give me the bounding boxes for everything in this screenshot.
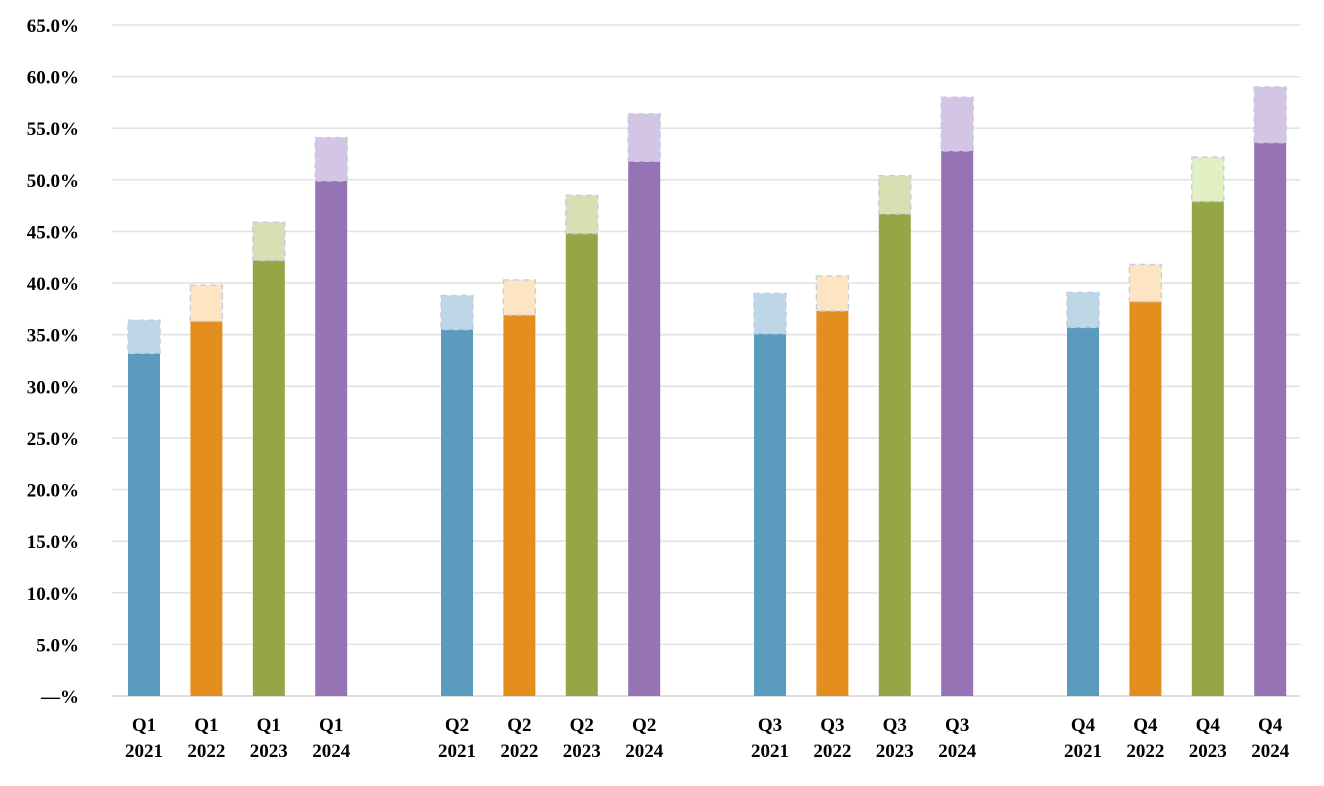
y-tick-label: 10.0%: [27, 584, 79, 605]
y-tick-label: 25.0%: [27, 429, 79, 450]
bar-q3-2022: [816, 310, 849, 696]
bar-q2-2022: [503, 315, 536, 696]
x-label-quarter: Q4: [1258, 715, 1283, 736]
x-label-quarter: Q3: [820, 715, 844, 736]
bar-extension-q4-2024: [1253, 86, 1287, 144]
x-label-quarter: Q4: [1133, 715, 1158, 736]
bar-q4-2023: [1191, 201, 1224, 697]
bar-q2-2023: [565, 233, 598, 696]
y-tick-label: 15.0%: [27, 532, 79, 553]
bar-q4-2022: [1129, 301, 1162, 696]
bar-extension-q2-2022: [502, 279, 537, 316]
bar-q1-2024: [315, 180, 348, 696]
bar-extension-q4-2021: [1066, 291, 1100, 329]
bar-q1-2022: [190, 321, 223, 696]
bar-q4-2024: [1254, 142, 1287, 696]
bar-extension-q2-2023: [565, 194, 599, 235]
bar-q4-2021: [1067, 327, 1099, 696]
x-label-year: 2023: [1189, 741, 1227, 762]
y-tick-label: 40.0%: [27, 274, 79, 295]
x-label-quarter: Q2: [507, 715, 531, 736]
x-label-year: 2024: [312, 741, 351, 762]
x-label-year: 2021: [125, 741, 163, 762]
y-axis-tick-labels: —% 5.0% 10.0% 15.0% 20.0% 25.0% 30.0% 35.0% 40.0…: [27, 16, 79, 708]
y-tick-label: 50.0%: [27, 171, 79, 192]
x-label-year: 2022: [813, 741, 851, 762]
x-label-quarter: Q3: [758, 715, 782, 736]
bar-q1-2023: [252, 260, 285, 696]
bar-extension-q3-2021: [753, 292, 787, 335]
bar-extension-q3-2023: [878, 175, 912, 215]
x-label-year: 2024: [625, 741, 664, 762]
y-tick-label: 60.0%: [27, 68, 79, 89]
x-label-year: 2022: [187, 741, 225, 762]
x-label-quarter: Q2: [632, 715, 656, 736]
x-label-quarter: Q1: [194, 715, 218, 736]
y-tick-label: —%: [40, 687, 79, 708]
x-axis-category-labels: Q1 2021 Q1 2022 Q1 2023 Q1 2024 Q2 2021 Q2 2022 Q2 20…: [125, 715, 1290, 762]
x-label-year: 2023: [876, 741, 914, 762]
bar-extension-q3-2022: [815, 275, 850, 312]
x-label-quarter: Q3: [945, 715, 969, 736]
bar-extension-q1-2023: [252, 221, 286, 262]
bar-q2-2024: [628, 161, 661, 696]
x-label-quarter: Q1: [319, 715, 343, 736]
bar-extension-q1-2022: [189, 284, 224, 322]
bar-q2-2021: [441, 329, 473, 696]
bar-extension-q1-2021: [127, 319, 161, 354]
y-tick-label: 45.0%: [27, 222, 79, 243]
x-label-quarter: Q1: [132, 715, 156, 736]
x-label-year: 2024: [1251, 741, 1290, 762]
y-tick-label: 35.0%: [27, 326, 79, 347]
bar-q3-2024: [941, 150, 974, 697]
bar-extension-q2-2021: [440, 294, 474, 331]
x-label-year: 2022: [500, 741, 538, 762]
x-label-quarter: Q2: [445, 715, 469, 736]
y-tick-label: 20.0%: [27, 481, 79, 502]
x-label-year: 2023: [563, 741, 601, 762]
x-label-quarter: Q4: [1196, 715, 1221, 736]
gridlines: [112, 24, 1300, 697]
y-tick-label: 55.0%: [27, 119, 79, 140]
x-label-year: 2022: [1126, 741, 1164, 762]
x-label-year: 2021: [751, 741, 789, 762]
bar-q3-2023: [878, 213, 911, 697]
y-tick-label: 30.0%: [27, 377, 79, 398]
bar-extension-q3-2024: [940, 96, 974, 152]
x-label-quarter: Q2: [570, 715, 594, 736]
x-label-quarter: Q3: [883, 715, 907, 736]
bar-extension-q4-2022: [1128, 263, 1163, 303]
x-label-year: 2024: [938, 741, 977, 762]
y-tick-label: 5.0%: [36, 635, 79, 656]
x-label-quarter: Q4: [1071, 715, 1096, 736]
bars: [127, 86, 1287, 697]
bar-extension-q2-2024: [627, 113, 661, 162]
x-label-quarter: Q1: [257, 715, 281, 736]
bar-q1-2021: [128, 353, 160, 696]
y-tick-label: 65.0%: [27, 16, 79, 37]
bar-q3-2021: [754, 333, 786, 696]
x-label-year: 2021: [1064, 741, 1102, 762]
bar-extension-q4-2023: [1191, 156, 1225, 203]
x-label-year: 2023: [250, 741, 288, 762]
x-label-year: 2021: [438, 741, 476, 762]
bar-extension-q1-2024: [314, 136, 348, 182]
